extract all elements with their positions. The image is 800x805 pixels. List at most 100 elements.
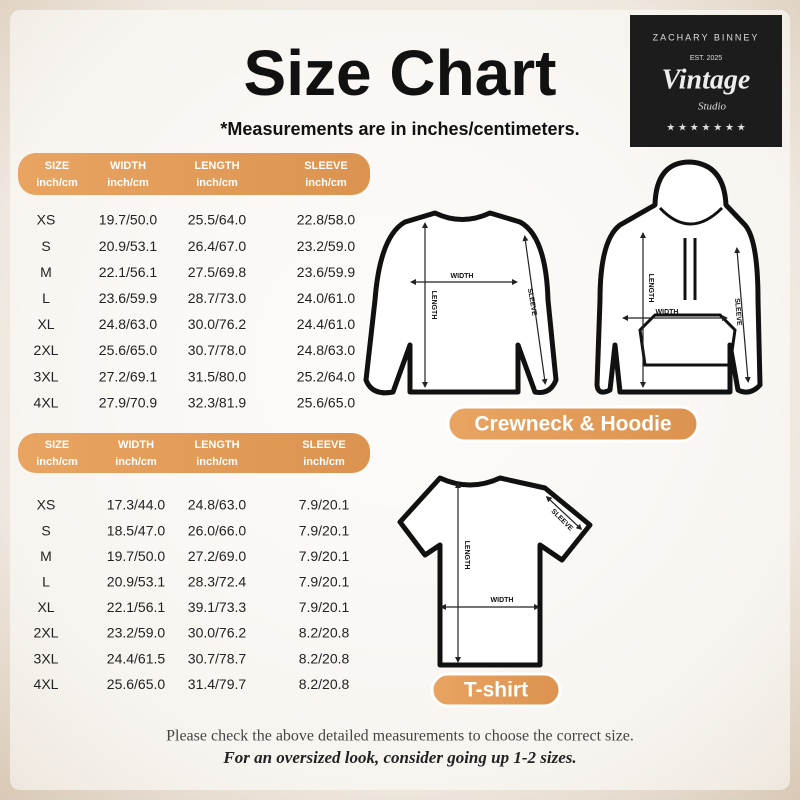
measure-cell: 18.5/47.0: [107, 522, 166, 538]
caption-pill: [446, 405, 700, 443]
size-cell: M: [40, 548, 52, 564]
measure-cell: 27.5/69.8: [188, 264, 247, 280]
measure-cell: 8.2/20.8: [299, 625, 350, 641]
label: LENGTH: [647, 274, 654, 303]
measure-cell: 23.2/59.0: [297, 238, 356, 254]
label: LENGTH: [430, 291, 437, 320]
logo-top: ZACHARY BINNEY: [653, 32, 760, 42]
column-unit: inch/cm: [305, 177, 347, 189]
column-header: LENGTH: [194, 439, 239, 451]
measure-cell: 27.2/69.0: [188, 548, 247, 564]
measure-cell: 23.6/59.9: [297, 264, 356, 280]
measure-cell: 24.8/63.0: [99, 316, 158, 332]
measure-cell: 28.3/72.4: [188, 574, 247, 590]
column-header: SIZE: [45, 160, 69, 172]
label: LENGTH: [463, 541, 470, 570]
measure-cell: 24.8/63.0: [188, 497, 247, 513]
tshirt-diagram: WIDTH LENGTH SLEEVE: [397, 475, 593, 668]
size-cell: XL: [37, 599, 54, 615]
label: SLEEVE: [733, 298, 742, 326]
size-cell: 2XL: [34, 625, 59, 641]
caption: Crewneck & Hoodie: [474, 413, 671, 436]
arrow: [734, 247, 751, 383]
measure-cell: 7.9/20.1: [299, 522, 350, 538]
label: WIDTH: [491, 597, 514, 604]
column-header: LENGTH: [194, 160, 239, 172]
logo: ZACHARY BINNEY EST. 2025 Vintage Studio …: [630, 15, 782, 147]
measure-cell: 7.9/20.1: [299, 548, 350, 564]
footer-note: Please check the above detailed measurem…: [166, 728, 634, 745]
size-cell: M: [40, 264, 52, 280]
crewneck-diagram: WIDTH LENGTH SLEEVE: [363, 210, 559, 396]
table-header-bar: [18, 433, 370, 473]
column-unit: inch/cm: [36, 456, 78, 468]
size-cell: 4XL: [34, 394, 59, 410]
measure-cell: 39.1/73.3: [188, 599, 247, 615]
measure-cell: 31.4/79.7: [188, 676, 247, 692]
measure-cell: 31.5/80.0: [188, 368, 247, 384]
size-cell: S: [41, 522, 50, 538]
measure-cell: 25.5/64.0: [188, 212, 247, 228]
size-cell: XL: [37, 316, 54, 332]
measure-cell: 25.6/65.0: [107, 676, 166, 692]
measure-cell: 25.2/64.0: [297, 368, 356, 384]
column-unit: inch/cm: [107, 177, 149, 189]
measure-cell: 19.7/50.0: [107, 548, 166, 564]
measure-cell: 20.9/53.1: [99, 238, 158, 254]
measure-cell: 27.9/70.9: [99, 394, 158, 410]
measure-cell: 19.7/50.0: [99, 212, 158, 228]
size-cell: 4XL: [34, 676, 59, 692]
column-unit: inch/cm: [196, 456, 238, 468]
caption-pill: [430, 672, 562, 708]
column-unit: inch/cm: [36, 177, 78, 189]
logo-est: EST. 2025: [690, 55, 722, 62]
crewneck: [363, 210, 559, 396]
measure-cell: 26.4/67.0: [188, 238, 247, 254]
size-cell: 2XL: [34, 342, 59, 358]
column-unit: inch/cm: [196, 177, 238, 189]
measure-cell: 17.3/44.0: [107, 497, 166, 513]
size-cell: S: [41, 238, 50, 254]
logo-box: [630, 15, 782, 147]
label: WIDTH: [451, 273, 474, 280]
hoodie-diagram: WIDTH LENGTH SLEEVE: [594, 159, 763, 395]
measure-cell: 24.0/61.0: [297, 290, 356, 306]
column-header: WIDTH: [110, 160, 146, 172]
size-cell: 3XL: [34, 368, 59, 384]
column-header: SLEEVE: [302, 439, 345, 451]
measure-cell: 7.9/20.1: [299, 497, 350, 513]
label: SLEEVE: [526, 288, 538, 317]
panel: [10, 10, 790, 790]
measure-cell: 20.9/53.1: [107, 574, 166, 590]
measure-cell: 30.0/76.2: [188, 625, 247, 641]
table-header-bar: [18, 153, 370, 195]
footer-tip: For an oversized look, consider going up…: [222, 748, 576, 767]
measure-cell: 8.2/20.8: [299, 650, 350, 666]
measure-cell: 26.0/66.0: [188, 522, 247, 538]
measure-cell: 24.4/61.5: [107, 650, 166, 666]
size-cell: L: [42, 574, 50, 590]
measure-cell: 32.3/81.9: [188, 394, 247, 410]
column-unit: inch/cm: [115, 456, 157, 468]
measure-cell: 7.9/20.1: [299, 599, 350, 615]
label: WIDTH: [656, 309, 679, 316]
measure-cell: 22.1/56.1: [107, 599, 166, 615]
measure-cell: 30.7/78.0: [188, 342, 247, 358]
measure-cell: 30.0/76.2: [188, 316, 247, 332]
measure-cell: 22.8/58.0: [297, 212, 356, 228]
measure-cell: 23.6/59.9: [99, 290, 158, 306]
column-unit: inch/cm: [303, 456, 345, 468]
logo-sub: Studio: [698, 101, 727, 113]
measure-cell: 22.1/56.1: [99, 264, 158, 280]
measure-cell: 8.2/20.8: [299, 676, 350, 692]
column-header: WIDTH: [118, 439, 154, 451]
size-cell: XS: [37, 497, 56, 513]
subtitle: *Measurements are in inches/centimeters.: [220, 119, 579, 139]
measure-cell: 30.7/78.7: [188, 650, 247, 666]
arrow: [522, 235, 548, 385]
measure-cell: 7.9/20.1: [299, 574, 350, 590]
arrow: [545, 495, 583, 531]
logo-stars: ★ ★ ★ ★ ★ ★ ★: [666, 123, 745, 134]
column-header: SLEEVE: [304, 160, 347, 172]
